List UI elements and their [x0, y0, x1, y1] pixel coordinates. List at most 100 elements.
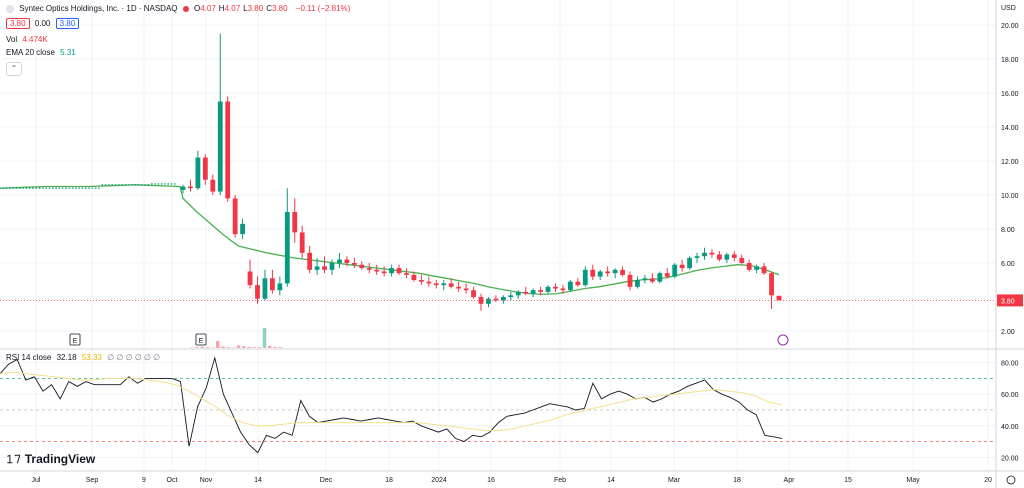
candle-body	[433, 283, 439, 286]
time-tick-label: 15	[844, 477, 852, 484]
ohlc-values: O4.07 H4.07 L3.80 C3.80	[194, 4, 291, 13]
candle-body	[672, 264, 678, 277]
ema-label: EMA 20 close	[6, 48, 55, 57]
candle-body	[717, 254, 722, 260]
rsi-ma-line	[0, 371, 783, 431]
candle-body	[627, 274, 633, 287]
candle-body	[456, 286, 462, 289]
candle-body	[605, 271, 611, 274]
candle-body	[322, 266, 327, 270]
candle-body	[195, 157, 201, 189]
bid-ask: 3.80 0.00 3.80	[6, 18, 82, 29]
price-tick-label: 16.00	[1001, 91, 1019, 98]
price-tick-label: 8.00	[1001, 227, 1015, 234]
candle-body	[478, 297, 484, 304]
time-tick-label: 9	[142, 477, 146, 484]
candle-body	[426, 281, 432, 284]
change-value: −0.11 (−2.81%)	[295, 4, 351, 13]
candle-body	[404, 273, 409, 275]
candle-body	[240, 223, 245, 235]
time-tick-label: 18	[733, 477, 741, 484]
candle-body	[649, 278, 655, 282]
candle-body	[292, 212, 298, 233]
price-tick-label: 12.00	[1001, 159, 1019, 166]
live-dot-icon	[182, 5, 189, 12]
candle-body	[500, 297, 506, 301]
candle-body	[709, 252, 715, 255]
price-tick-label: 14.00	[1001, 125, 1019, 132]
volume-bars	[190, 328, 282, 348]
ohlc-value-c: 3.80	[271, 4, 288, 13]
candle-body	[664, 273, 670, 277]
candle-body	[255, 285, 260, 299]
volume-bar	[278, 347, 282, 348]
candle-body	[493, 298, 499, 301]
candle-body	[687, 257, 692, 269]
volume-bar	[273, 347, 277, 348]
candle-body	[530, 290, 536, 294]
volume-bar	[226, 347, 230, 348]
earnings-marker	[195, 333, 207, 346]
candle-body	[411, 274, 417, 280]
rsi-tick-label: 60.00	[1001, 392, 1019, 399]
candle-body	[210, 179, 216, 192]
candle-body	[724, 254, 730, 260]
candle-body	[337, 259, 342, 263]
ask-box[interactable]: 3.80	[55, 18, 80, 29]
volume-bar	[200, 346, 204, 348]
ema-polyline	[0, 184, 780, 296]
candle-body	[299, 232, 305, 253]
candle-body	[277, 283, 283, 291]
time-tick-label: Feb	[554, 477, 566, 484]
candle-body	[381, 271, 387, 274]
candle-body	[754, 266, 760, 270]
volume-bar	[262, 328, 267, 348]
price-tick-label: 6.00	[1001, 261, 1015, 268]
candle-body	[694, 256, 700, 258]
candle-body	[538, 290, 543, 292]
candle-body	[702, 252, 707, 257]
candle-body	[307, 252, 313, 270]
candle-body	[284, 212, 290, 284]
time-tick-label: 2024	[431, 477, 447, 484]
earnings-marker-label: E	[73, 338, 78, 345]
rsi-extra-values: ∅ ∅ ∅ ∅ ∅ ∅	[107, 353, 161, 362]
candle-body	[471, 290, 476, 297]
symbol-title[interactable]: Syntec Optics Holdings, Inc. · 1D · NASD…	[19, 4, 178, 13]
bid-box[interactable]: 3.80	[6, 18, 30, 29]
candle-body	[553, 286, 558, 289]
candle-body	[463, 288, 469, 291]
candle-body	[188, 186, 193, 189]
rsi-tick-label: 40.00	[1001, 424, 1019, 431]
ohlc-key: O	[193, 4, 201, 13]
candle-body	[679, 264, 685, 269]
volume-bar	[190, 347, 194, 348]
volume-bar	[216, 341, 220, 348]
candle-body	[486, 298, 491, 304]
rsi-label: RSI 14 close	[6, 353, 52, 362]
candle-body	[612, 269, 618, 274]
candle-body	[739, 257, 745, 263]
candle-body	[657, 273, 663, 282]
vol-label: Vol	[6, 35, 18, 44]
collapse-legend-button[interactable]: ⌃	[6, 62, 22, 76]
symbol-legend: Syntec Optics Holdings, Inc. · 1D · NASD…	[6, 4, 353, 13]
candle-body	[202, 157, 208, 180]
volume-bar	[268, 345, 272, 348]
price-tick-label: 18.00	[1001, 57, 1019, 64]
time-tick-label: May	[906, 477, 920, 484]
volume-bar	[247, 347, 251, 348]
candle-body	[217, 101, 223, 192]
time-tick-label: Sep	[86, 477, 99, 484]
candle-body	[746, 263, 752, 270]
candle-body	[590, 269, 596, 277]
time-tick-label: Jul	[32, 477, 41, 484]
lightning-icon	[777, 334, 789, 346]
candle-body	[419, 280, 424, 282]
volume-bar	[210, 347, 215, 348]
tradingview-logo[interactable]: 𝟷𝟽 TradingView	[6, 452, 95, 467]
candle-body	[396, 268, 402, 274]
volume-legend: Vol 4.474K	[6, 35, 51, 44]
symbol-icon	[6, 4, 14, 13]
